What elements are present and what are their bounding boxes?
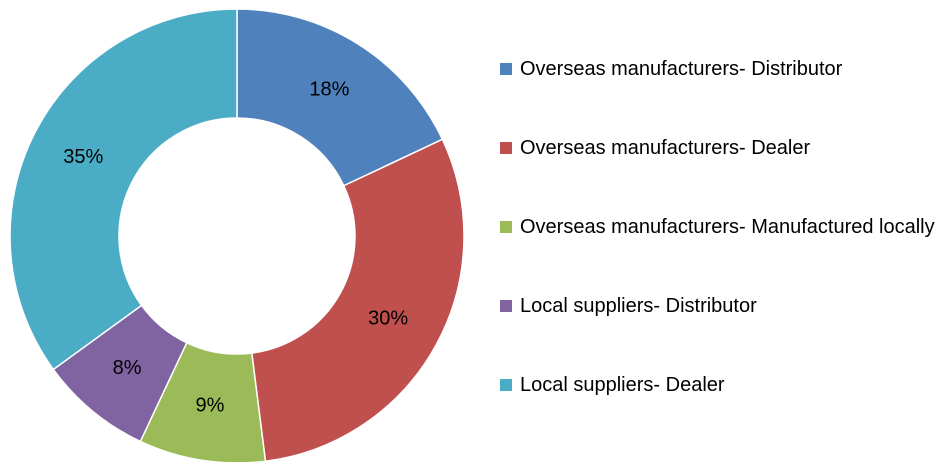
legend-label: Local suppliers- Dealer	[520, 374, 725, 396]
legend-item: Local suppliers- Distributor	[500, 294, 945, 318]
legend-item: Overseas manufacturers- Distributor	[500, 57, 945, 81]
legend-swatch	[500, 221, 512, 233]
legend-label: Overseas manufacturers- Manufactured loc…	[520, 216, 935, 238]
slice	[236, 8, 444, 187]
legend-label: Local suppliers- Distributor	[520, 295, 757, 317]
legend-label: Overseas manufacturers- Distributor	[520, 58, 843, 80]
data-label: 35%	[63, 146, 103, 168]
legend: Overseas manufacturers- Distributor Overs…	[500, 57, 945, 397]
slice	[250, 138, 465, 462]
legend-item: Overseas manufacturers- Dealer	[500, 136, 945, 160]
donut: 18% 30% 9% 8% 35%	[9, 8, 465, 462]
legend-label: Overseas manufacturers- Dealer	[520, 137, 811, 159]
data-label: 8%	[113, 357, 142, 379]
legend-item: Overseas manufacturers- Manufactured loc…	[500, 215, 945, 239]
legend-item: Local suppliers- Dealer	[500, 373, 945, 397]
legend-swatch	[500, 63, 512, 75]
legend-swatch	[500, 379, 512, 391]
legend-swatch	[500, 300, 512, 312]
legend-swatch	[500, 142, 512, 154]
data-label: 18%	[309, 79, 349, 101]
slice	[9, 8, 238, 371]
data-label: 9%	[196, 395, 225, 417]
data-label: 30%	[368, 307, 408, 329]
